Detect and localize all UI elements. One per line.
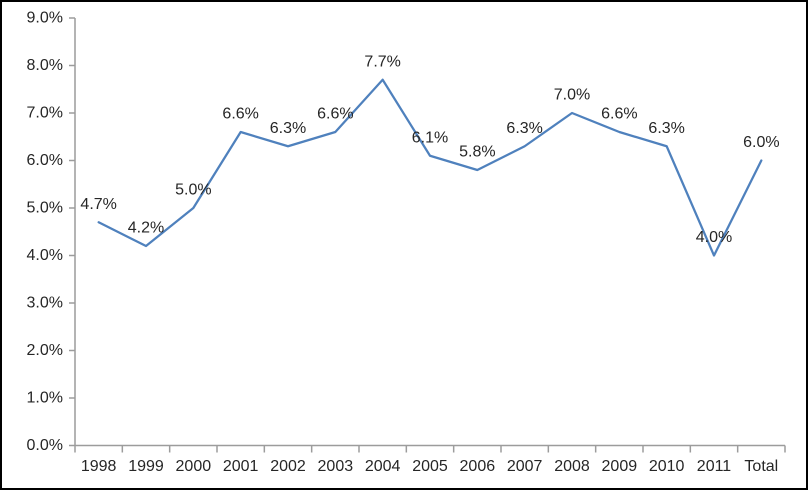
x-axis-tick-label: 2008 xyxy=(554,458,590,475)
y-axis-tick-label: 8.0% xyxy=(27,57,63,74)
x-axis-tick-label: 2000 xyxy=(176,458,212,475)
data-point-label: 5.8% xyxy=(459,144,495,161)
data-point-label: 6.6% xyxy=(601,106,637,123)
data-point-label: 5.0% xyxy=(175,182,211,199)
x-axis-tick-label: 1998 xyxy=(81,458,117,475)
data-series-line xyxy=(97,78,763,257)
data-point-label: 4.0% xyxy=(696,229,732,246)
data-point-label: 6.3% xyxy=(648,120,684,137)
data-point-label: 7.7% xyxy=(364,53,400,70)
y-axis-tick-label: 0.0% xyxy=(27,437,63,454)
x-axis-tick-label: 2009 xyxy=(602,458,638,475)
x-axis-tick-label: Total xyxy=(744,458,778,475)
x-axis-tick-label: 2001 xyxy=(223,458,259,475)
y-axis-tick-label: 9.0% xyxy=(27,10,63,27)
data-point-label: 4.7% xyxy=(80,196,116,213)
y-axis-tick-label: 6.0% xyxy=(27,152,63,169)
y-axis-tick-label: 7.0% xyxy=(27,105,63,122)
x-axis-tick-label: 2007 xyxy=(507,458,543,475)
x-axis-tick-label: 2006 xyxy=(460,458,496,475)
data-point-label: 6.3% xyxy=(270,120,306,137)
x-axis-tick-label: 2010 xyxy=(649,458,685,475)
data-point-label: 6.3% xyxy=(506,120,542,137)
x-axis-tick-label: 2003 xyxy=(318,458,354,475)
x-axis-tick-label: 2002 xyxy=(270,458,306,475)
y-axis-tick-label: 2.0% xyxy=(27,342,63,359)
y-axis-tick-label: 1.0% xyxy=(27,390,63,407)
x-axis-tick-label: 2005 xyxy=(412,458,448,475)
data-point-label: 4.2% xyxy=(128,220,164,237)
x-axis-tick-label: 2011 xyxy=(697,458,732,475)
y-axis-tick-label: 4.0% xyxy=(27,247,63,264)
data-point-label: 6.6% xyxy=(317,106,353,123)
data-point-label: 6.1% xyxy=(412,129,448,146)
data-point-label: 7.0% xyxy=(554,87,590,104)
x-axis-tick-label: 1999 xyxy=(128,458,164,475)
data-point-label: 6.0% xyxy=(743,134,779,151)
y-axis-tick-label: 3.0% xyxy=(27,295,63,312)
data-point-label: 6.6% xyxy=(222,106,258,123)
y-axis-tick-label: 5.0% xyxy=(27,200,63,217)
x-axis-tick-label: 2004 xyxy=(365,458,401,475)
